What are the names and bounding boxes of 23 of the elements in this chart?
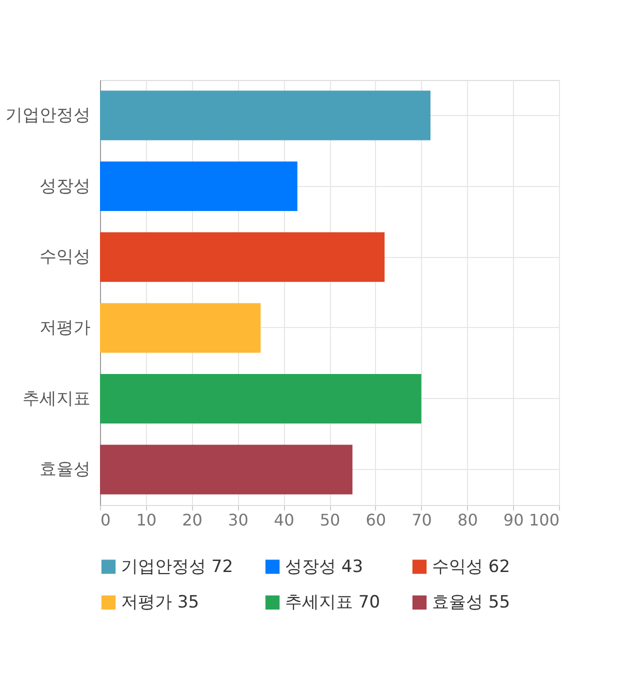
y-tick-label: 성장성 <box>40 176 90 196</box>
y-tick-label: 수익성 <box>40 247 90 268</box>
x-tick-label: 20 <box>182 510 202 530</box>
x-tick-label: 30 <box>228 510 248 530</box>
x-tick-label: 10 <box>136 510 157 530</box>
legend-label: 저평가 35 <box>121 592 200 612</box>
y-tick-label: 기업안정성 <box>6 105 90 126</box>
x-tick-label: 60 <box>366 510 386 530</box>
legend-label: 효율성 55 <box>432 592 510 612</box>
legend-label: 수익성 62 <box>432 556 510 577</box>
y-tick-label: 효율성 <box>40 460 90 480</box>
x-tick-label: 100 <box>528 510 560 530</box>
x-tick-label: 70 <box>412 510 432 530</box>
legend-label: 성장성 43 <box>285 556 364 577</box>
legend-label: 추세지표 70 <box>285 592 380 612</box>
y-tick-label: 추세지표 <box>22 388 90 409</box>
x-tick-label: 80 <box>458 510 478 530</box>
x-tick-label: 50 <box>320 510 340 530</box>
x-tick-label: 90 <box>503 510 524 530</box>
y-tick-label: 저평가 <box>40 318 90 338</box>
x-tick-label: 40 <box>274 510 294 530</box>
legend-label: 기업안정성 72 <box>121 556 234 577</box>
x-tick-label: 0 <box>100 510 111 530</box>
